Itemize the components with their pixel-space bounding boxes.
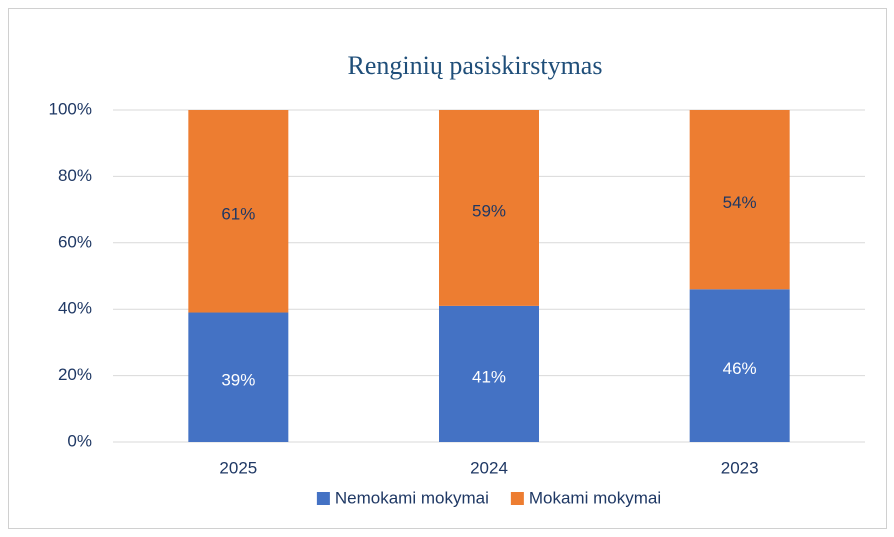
y-tick-label: 100%: [49, 99, 92, 118]
data-label: 59%: [472, 201, 506, 220]
bar-segment: [689, 289, 790, 442]
y-tick-label: 60%: [58, 232, 92, 251]
y-tick-label: 80%: [58, 166, 92, 185]
x-tick-label: 2025: [219, 458, 257, 477]
data-label: 61%: [221, 205, 255, 224]
y-tick-label: 40%: [58, 299, 92, 318]
data-label: 46%: [723, 359, 757, 378]
legend-label: Nemokami mokymai: [335, 488, 489, 507]
legend-label: Mokami mokymai: [529, 488, 661, 507]
x-tick-label: 2023: [721, 458, 759, 477]
chart-title: Renginių pasiskirstymas: [348, 51, 603, 80]
y-tick-label: 0%: [67, 431, 92, 450]
legend-swatch: [316, 492, 330, 505]
data-label: 41%: [472, 367, 506, 386]
bar-segment: [439, 305, 539, 442]
x-tick-label: 2024: [470, 458, 508, 477]
bar-segment: [188, 312, 289, 442]
bar-segment: [689, 110, 790, 290]
bar-segment: [439, 110, 539, 306]
data-label: 54%: [723, 193, 757, 212]
bar-segment: [188, 110, 289, 313]
legend-swatch: [510, 492, 524, 505]
y-tick-label: 20%: [58, 365, 92, 384]
data-label: 39%: [221, 371, 255, 390]
